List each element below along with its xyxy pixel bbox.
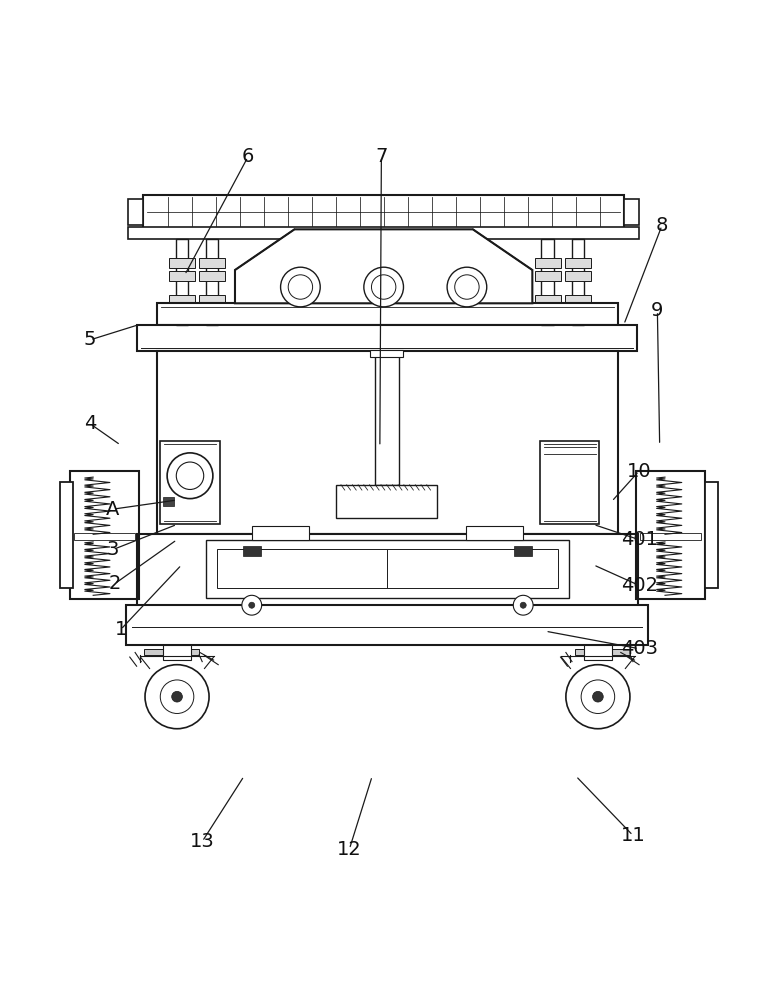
Bar <box>241 269 526 300</box>
Bar <box>199 306 225 317</box>
Bar <box>160 441 219 524</box>
Text: 6: 6 <box>242 147 254 166</box>
Bar <box>60 482 73 588</box>
Bar <box>163 645 191 660</box>
Bar <box>252 526 309 540</box>
Bar <box>565 271 591 281</box>
Bar <box>70 471 139 599</box>
Bar <box>534 295 560 306</box>
Bar <box>157 303 618 325</box>
Bar <box>534 258 560 268</box>
Circle shape <box>566 665 630 729</box>
Bar <box>565 258 591 268</box>
Text: 3: 3 <box>107 540 119 559</box>
Text: 13: 13 <box>190 832 215 851</box>
Text: 12: 12 <box>337 840 362 859</box>
Circle shape <box>371 275 396 299</box>
Bar <box>370 350 404 357</box>
Circle shape <box>281 267 321 307</box>
Circle shape <box>249 602 255 608</box>
Bar <box>541 239 554 325</box>
Circle shape <box>364 267 404 307</box>
Circle shape <box>593 691 603 702</box>
Circle shape <box>454 275 479 299</box>
Circle shape <box>447 267 487 307</box>
Text: 2: 2 <box>108 574 121 593</box>
Circle shape <box>167 453 213 499</box>
Bar <box>169 271 194 281</box>
Bar <box>636 471 705 599</box>
Bar <box>374 351 399 485</box>
Text: 9: 9 <box>651 301 664 320</box>
Circle shape <box>177 462 204 489</box>
Text: 10: 10 <box>627 462 651 481</box>
Bar <box>206 239 218 325</box>
Bar <box>144 649 199 655</box>
Circle shape <box>242 595 261 615</box>
Bar <box>126 605 648 645</box>
Bar <box>243 546 261 556</box>
Bar <box>565 306 591 317</box>
Text: 403: 403 <box>621 639 657 658</box>
Circle shape <box>513 595 533 615</box>
Bar <box>575 649 630 655</box>
Bar <box>705 482 718 588</box>
Bar <box>534 306 560 317</box>
Bar <box>138 325 636 351</box>
Text: 5: 5 <box>84 330 96 349</box>
Text: 7: 7 <box>375 147 387 166</box>
Text: 4: 4 <box>84 414 96 433</box>
Bar <box>128 227 639 239</box>
Bar <box>138 534 637 607</box>
Bar <box>157 351 618 534</box>
Circle shape <box>160 680 194 713</box>
Bar <box>169 258 194 268</box>
Bar <box>206 540 569 598</box>
Text: 1: 1 <box>114 620 127 639</box>
Bar <box>466 526 523 540</box>
Bar <box>169 306 194 317</box>
Circle shape <box>172 691 182 702</box>
Polygon shape <box>235 229 532 303</box>
Bar <box>640 533 701 540</box>
Bar <box>565 295 591 306</box>
Text: 11: 11 <box>621 826 646 845</box>
Bar <box>199 295 225 306</box>
Bar <box>584 645 612 660</box>
Bar <box>199 258 225 268</box>
Bar <box>514 546 532 556</box>
Bar <box>624 199 639 225</box>
Bar <box>74 533 135 540</box>
Bar <box>336 485 437 518</box>
Bar <box>176 239 187 325</box>
Text: 8: 8 <box>656 216 668 235</box>
Circle shape <box>288 275 313 299</box>
Text: A: A <box>107 500 120 519</box>
Bar <box>540 441 599 524</box>
Bar <box>169 295 194 306</box>
Circle shape <box>581 680 615 713</box>
Circle shape <box>520 602 526 608</box>
Bar <box>572 239 584 325</box>
Bar <box>199 271 225 281</box>
Text: 401: 401 <box>621 530 657 549</box>
Circle shape <box>145 665 209 729</box>
Text: 402: 402 <box>621 576 657 595</box>
Bar <box>534 271 560 281</box>
Bar <box>163 497 174 506</box>
Bar <box>217 549 559 588</box>
Bar <box>128 199 143 225</box>
Bar <box>143 195 624 229</box>
